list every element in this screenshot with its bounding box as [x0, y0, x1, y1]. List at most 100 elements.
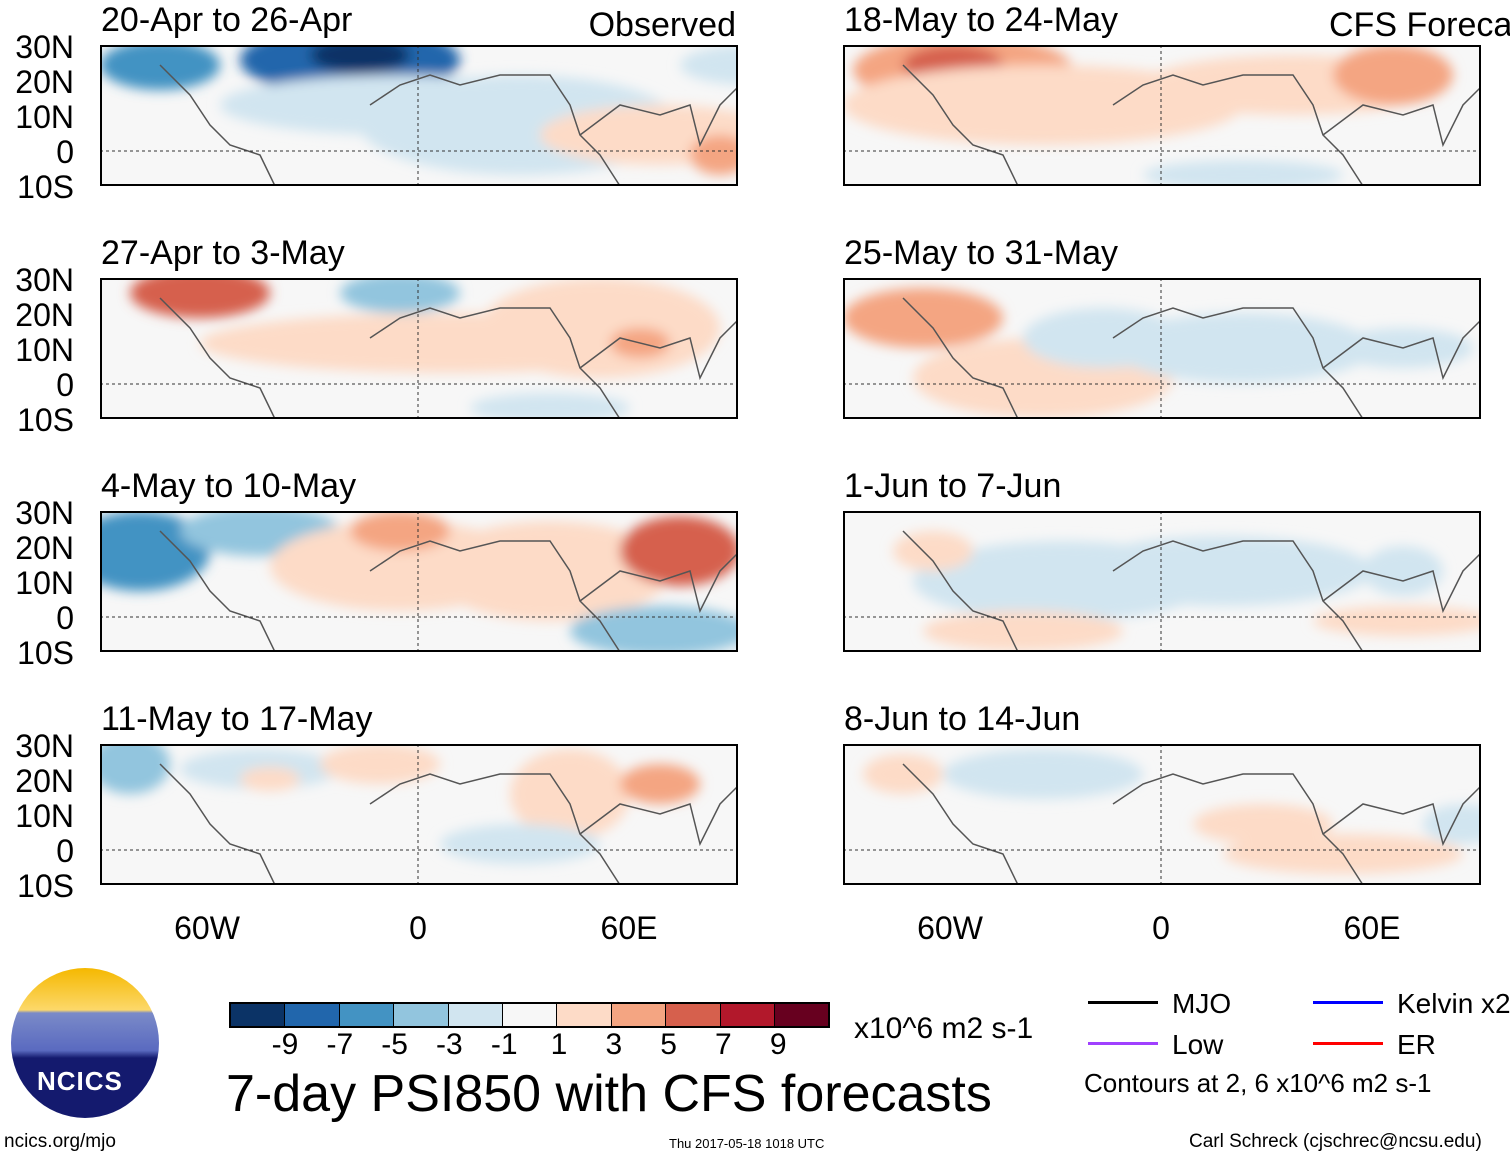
lat-label: 10S: [17, 402, 74, 438]
anomaly-map: [843, 744, 1481, 885]
anomaly-blob: [430, 521, 670, 621]
colorbar-swatch: [666, 1004, 721, 1026]
colorbar-label: 1: [550, 1028, 568, 1061]
anomaly-blob: [690, 135, 738, 175]
coastline: [902, 64, 1481, 186]
anomaly-blob: [1073, 536, 1373, 606]
panel-title-0-0: 20-Apr to 26-Apr: [101, 1, 353, 39]
lat-label: 10N: [15, 798, 74, 834]
anomaly-blob: [540, 105, 738, 165]
coastline: [159, 64, 738, 186]
legend-line-2: [1088, 1042, 1158, 1045]
ncics-logo: [11, 968, 159, 1118]
colorbar-swatch: [448, 1004, 503, 1026]
lat-label: 20N: [15, 297, 74, 333]
lon-label: 0: [1152, 910, 1170, 946]
colorbar-swatch: [502, 1004, 558, 1026]
lat-label: 30N: [15, 29, 74, 65]
lat-label: 30N: [15, 728, 74, 764]
panel-tag-1: CFS Forecast: [1329, 6, 1510, 44]
anomaly-blob: [893, 531, 973, 571]
anomaly-blob: [100, 45, 220, 90]
anomaly-blob: [863, 754, 943, 794]
anomaly-blob: [1423, 804, 1481, 844]
lon-label: 60E: [1343, 910, 1401, 946]
anomaly-map: [843, 278, 1481, 419]
colorbar: [229, 1002, 831, 1028]
contours-note: Contours at 2, 6 x10^6 m2 s-1: [1084, 1068, 1432, 1098]
panel-title-0-2: 4-May to 10-May: [101, 467, 357, 505]
coastline: [159, 297, 738, 419]
anomaly-blob: [310, 45, 410, 73]
lat-label: 20N: [15, 530, 74, 566]
lat-label: 0: [56, 833, 74, 869]
anomaly-blob: [350, 511, 450, 551]
colorbar-label: 5: [660, 1028, 677, 1061]
anomaly-blob: [240, 767, 300, 791]
legend-label-1: Kelvin x2: [1397, 988, 1510, 1019]
coastline: [902, 530, 1481, 652]
lat-label: 30N: [15, 262, 74, 298]
legend-line-1: [1313, 1001, 1383, 1004]
anomaly-blob: [943, 749, 1143, 799]
logo-text: NCICS: [37, 1066, 123, 1096]
coastline: [159, 763, 738, 885]
figure-title: 7-day PSI850 with CFS forecasts: [226, 1065, 992, 1123]
colorbar-swatch: [611, 1004, 667, 1026]
lon-label: 60W: [174, 910, 240, 946]
colorbar-swatch: [339, 1004, 395, 1026]
legend-label-2: Low: [1172, 1029, 1224, 1060]
anomaly-map: [843, 511, 1481, 652]
lat-label: 10N: [15, 332, 74, 368]
colorbar-swatch: [774, 1004, 829, 1026]
lat-label: 20N: [15, 763, 74, 799]
colorbar-label: -9: [271, 1028, 299, 1061]
legend-line-0: [1088, 1001, 1158, 1004]
anomaly-map: [100, 744, 738, 885]
panel-title-1-3: 8-Jun to 14-Jun: [844, 700, 1081, 738]
anomaly-blob: [440, 824, 600, 864]
lat-label: 30N: [15, 495, 74, 531]
colorbar-units: x10^6 m2 s-1: [854, 1012, 1034, 1045]
panel-title-0-1: 27-Apr to 3-May: [101, 234, 345, 272]
colorbar-swatch: [231, 1004, 286, 1026]
colorbar-label: -3: [436, 1028, 463, 1061]
anomaly-map: [843, 45, 1481, 186]
lat-label: 10N: [15, 565, 74, 601]
panel-title-1-1: 25-May to 31-May: [844, 234, 1118, 272]
panel-title-1-2: 1-Jun to 7-Jun: [844, 467, 1062, 505]
lon-label: 60E: [600, 910, 658, 946]
lat-label: 10N: [15, 99, 74, 135]
anomaly-blob: [1193, 804, 1333, 844]
lat-label: 10S: [17, 169, 74, 205]
anomaly-blob: [470, 393, 630, 419]
anomaly-blob: [510, 749, 630, 839]
panel-title-0-3: 11-May to 17-May: [101, 700, 373, 738]
anomaly-blob: [100, 744, 170, 794]
anomaly-blob: [1363, 546, 1443, 596]
lat-label: 10S: [17, 635, 74, 671]
panel-tag-0: Observed: [588, 6, 736, 44]
colorbar-swatch: [720, 1004, 775, 1026]
lat-label: 0: [56, 134, 74, 170]
colorbar-swatch: [285, 1004, 340, 1026]
colorbar-label: -1: [490, 1028, 518, 1061]
footer-timestamp: Thu 2017-05-18 1018 UTC: [669, 1136, 825, 1151]
anomaly-blob: [620, 516, 738, 586]
anomaly-blob: [1313, 606, 1481, 636]
lon-label: 0: [409, 910, 427, 946]
anomaly-map: [100, 511, 738, 652]
anomaly-map: [100, 45, 738, 186]
coastline: [159, 530, 738, 652]
anomaly-blob: [130, 278, 270, 318]
anomaly-blob: [680, 45, 738, 85]
lat-label: 0: [56, 367, 74, 403]
anomaly-blob: [340, 278, 460, 313]
legend-label-0: MJO: [1172, 988, 1232, 1019]
anomaly-blob: [923, 611, 1123, 651]
coastline: [902, 297, 1481, 419]
anomaly-blob: [480, 278, 720, 378]
legend-label-3: ER: [1397, 1029, 1436, 1060]
colorbar-label: 3: [605, 1028, 623, 1061]
